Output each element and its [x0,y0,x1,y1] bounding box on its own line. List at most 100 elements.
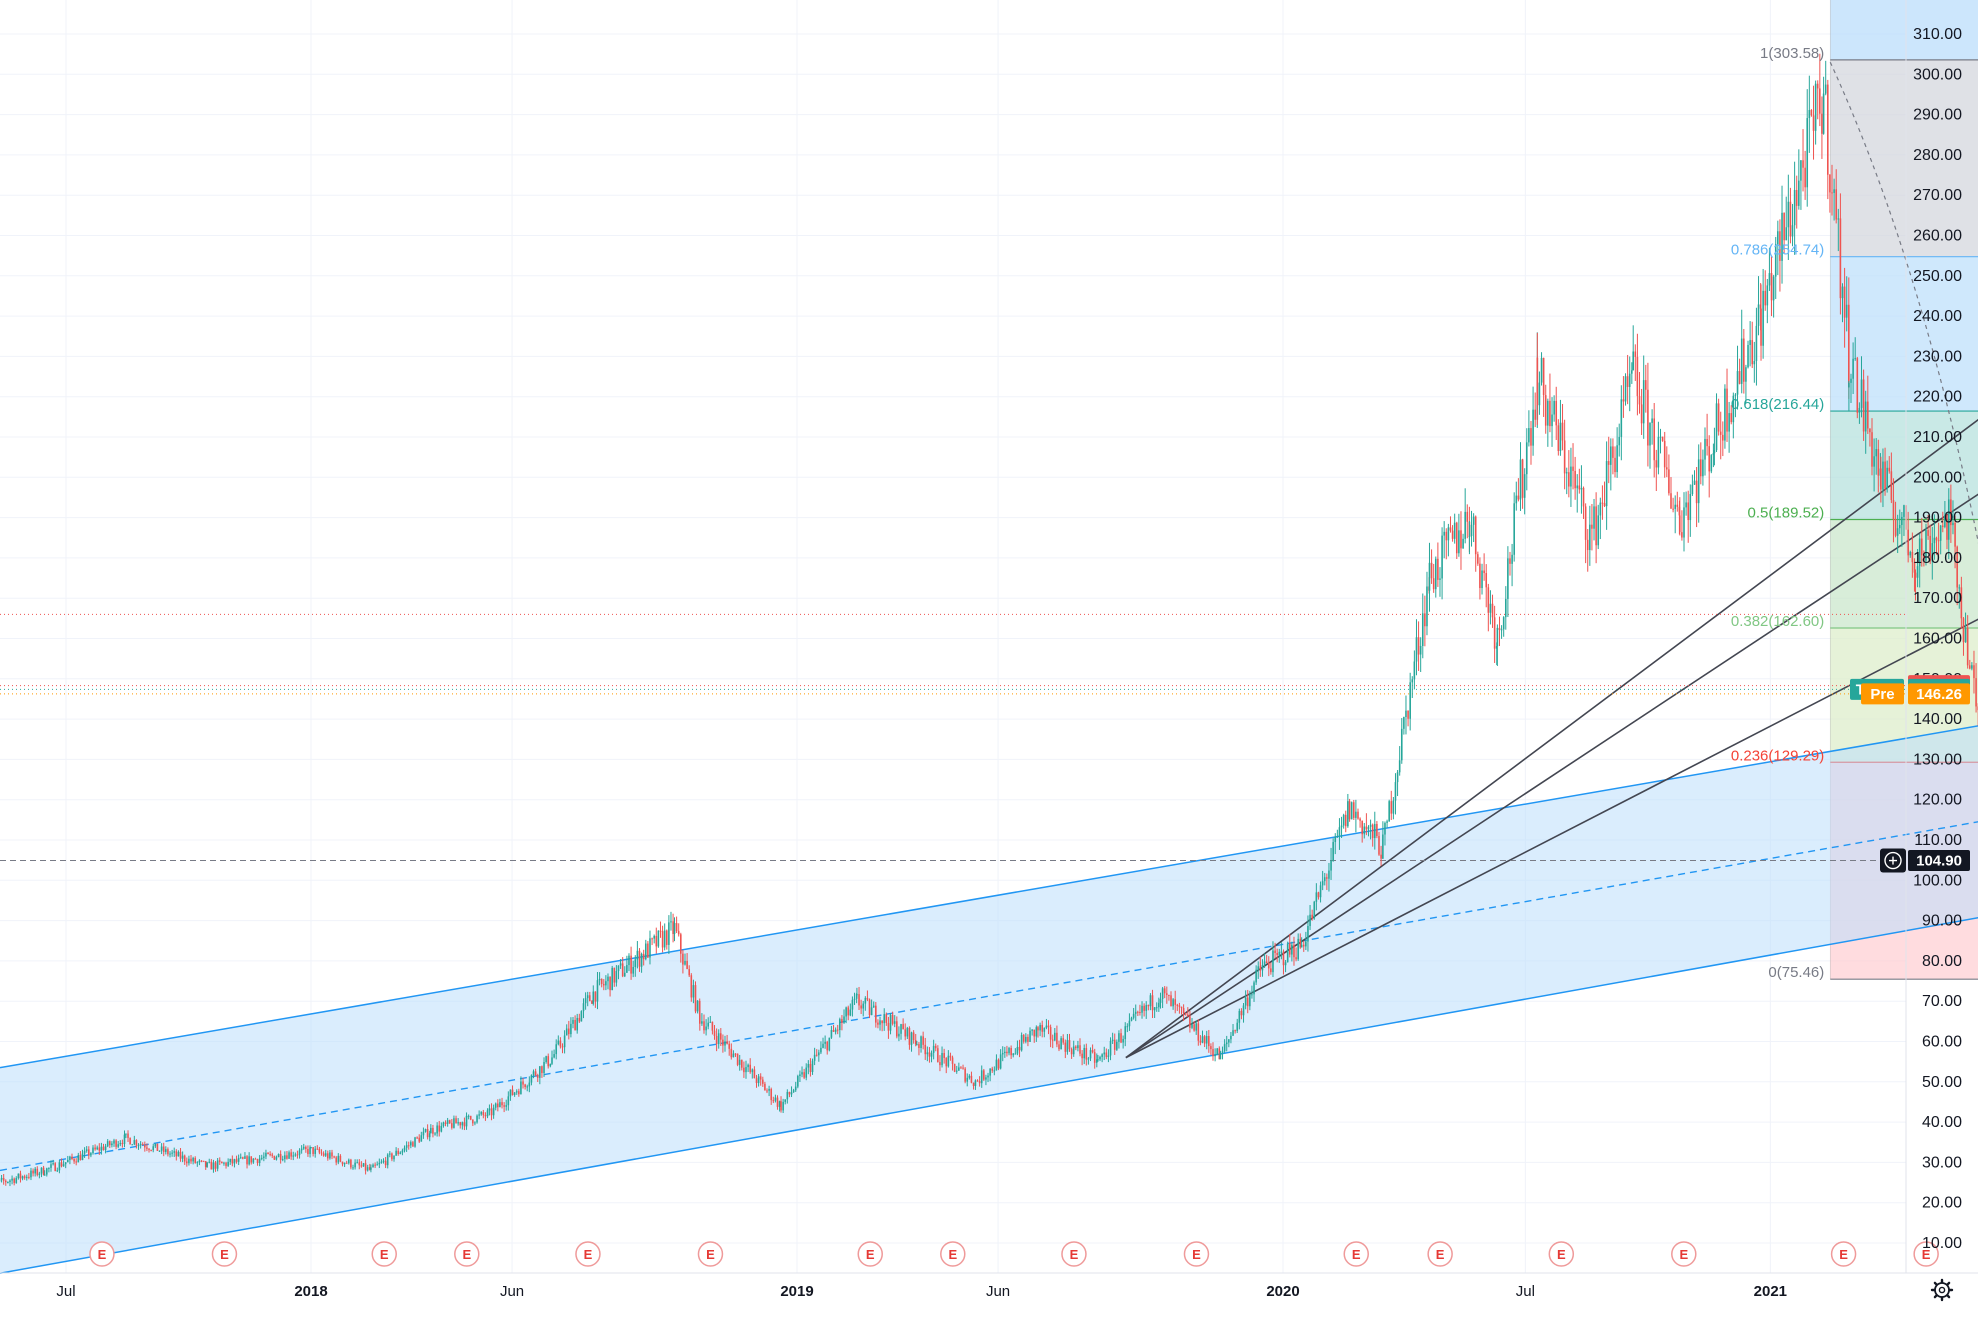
candle-body [526,1086,529,1088]
candle-body [1966,627,1969,666]
candle-body [845,1007,847,1017]
candle-body [1483,570,1485,574]
regression-channel[interactable] [0,683,1978,1274]
candle-body [2,1177,5,1181]
candle-body [499,1102,501,1108]
candle-body [1791,225,1794,237]
settings-gear-icon[interactable] [1930,1278,1954,1302]
candle-body [1645,380,1647,390]
candle-body [553,1054,555,1058]
candle-body [659,930,662,932]
earnings-marker-label: E [1922,1247,1931,1262]
candle-body [539,1066,541,1078]
candle-body [768,1088,770,1091]
candle-body [753,1069,756,1079]
fib-top-extension [1830,0,1978,60]
candle-body [1286,943,1289,963]
candle-body [1753,361,1756,365]
candle-body [574,1019,576,1031]
candle-body [1918,538,1921,567]
candle-body [1124,1026,1127,1040]
candle-body [611,967,613,991]
candle-body [615,971,618,983]
candle-body [154,1143,157,1147]
candle-body [239,1157,242,1159]
earnings-marker[interactable] [1671,1241,1697,1267]
earnings-marker[interactable] [211,1241,238,1267]
candle-body [830,1030,833,1038]
candle-body [688,969,691,976]
earnings-marker[interactable] [371,1241,397,1267]
candle-body [430,1127,432,1134]
candle-body [589,995,591,1002]
earnings-marker[interactable] [940,1241,966,1267]
candle-body [1738,371,1741,384]
candle-body [1614,457,1616,473]
candle-body [1570,466,1572,487]
candle-body [970,1075,973,1083]
price-tick-label: 30.00 [1922,1154,1962,1171]
candle-body [1517,495,1520,500]
candle-body [1774,244,1777,277]
candle-body [734,1053,737,1055]
candle-body [1740,338,1743,384]
candle-body [1821,113,1823,134]
candle-body [1663,440,1666,468]
candle-body [1432,578,1435,590]
candle-body [1178,1005,1181,1007]
candle-body [1029,1030,1031,1042]
candle-body [766,1090,768,1092]
candle-body [223,1162,225,1164]
earnings-marker[interactable] [857,1241,883,1267]
candle-body [561,1046,564,1048]
candle-body [738,1059,741,1065]
candle-body [1464,511,1466,539]
earnings-marker[interactable] [1343,1241,1369,1267]
fan-line[interactable] [1125,497,1978,1059]
candle-body [229,1158,232,1162]
candle-body [1933,537,1936,544]
candle-body [1814,83,1817,131]
earnings-marker[interactable] [1061,1241,1087,1267]
candle-body [1827,84,1829,175]
candle-body [1898,525,1901,529]
earnings-markers[interactable]: EEEEEEEEEEEEEEEEE [89,1241,1978,1267]
price-tick-label: 120.00 [1913,792,1962,809]
candle-body [509,1089,512,1097]
candle-body [4,1180,7,1183]
candle-body [547,1056,550,1067]
candle-body [196,1162,199,1164]
candle-body [1054,1032,1056,1041]
earnings-marker[interactable] [1830,1241,1857,1267]
channel-upper-line[interactable] [0,683,1978,1069]
channel-lower-line[interactable] [0,873,1978,1274]
price-axis[interactable]: 310.00 300.00 290.00 280.00 270.00 260.00 250.… [1905,0,1962,1273]
candle-body [1027,1036,1029,1042]
candle-body [1035,1027,1038,1037]
earnings-marker[interactable] [89,1241,115,1267]
candle-body [1481,570,1483,589]
price-tag-box [1908,850,1970,872]
earnings-marker[interactable] [1427,1241,1453,1267]
earnings-marker[interactable] [1183,1241,1210,1267]
fib-label: 0(75.46) [1768,964,1824,981]
time-axis[interactable]: Jul2018Jun2019Jun2020Jul2021Jul2022Jul20… [0,1272,1978,1300]
earnings-marker[interactable] [697,1241,724,1267]
candle-body [1561,422,1564,441]
candle-body [286,1155,288,1159]
candle-body [248,1156,250,1165]
earnings-marker[interactable] [575,1241,601,1267]
earnings-marker[interactable] [1548,1241,1575,1267]
candle-body [801,1072,803,1075]
candle-body [1315,892,1318,902]
earnings-marker[interactable] [1913,1241,1939,1267]
candle-body [407,1145,410,1147]
candle-body [1760,308,1762,346]
candle-body [1439,578,1441,580]
candle-body [1728,413,1730,432]
earnings-marker[interactable] [454,1241,480,1267]
candle-body [922,1036,924,1045]
candle-body [532,1071,535,1076]
channel-median-line[interactable] [0,778,1978,1172]
